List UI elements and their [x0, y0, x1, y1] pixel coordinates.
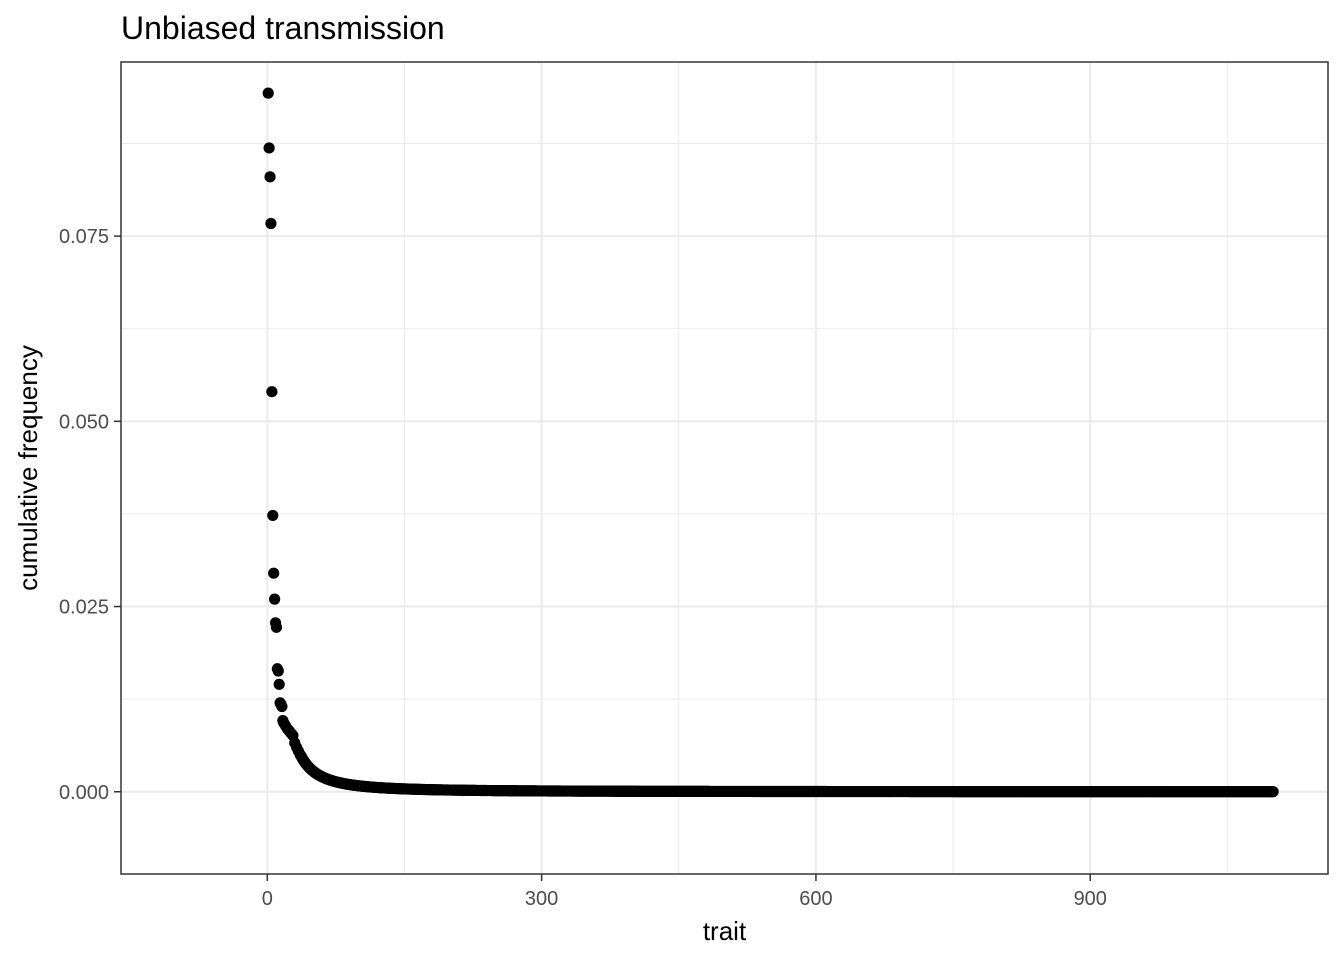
x-tick-label: 0 — [262, 888, 273, 910]
data-point — [263, 142, 275, 154]
minor-gridlines — [121, 62, 1328, 874]
x-axis-title: trait — [703, 916, 747, 946]
data-point — [268, 567, 280, 579]
data-point — [269, 593, 281, 605]
x-tick-label: 600 — [799, 888, 832, 910]
y-tick-label: 0.025 — [59, 597, 109, 619]
data-point — [264, 171, 276, 183]
chart-title: Unbiased transmission — [121, 10, 445, 46]
data-point — [276, 700, 288, 713]
data-point — [270, 621, 283, 633]
data-point — [272, 665, 284, 677]
data-point — [262, 87, 274, 99]
y-axis: 0.000 0.025 0.050 0.075 — [59, 226, 121, 804]
y-tick-label: 0.075 — [59, 226, 109, 248]
data-points — [262, 87, 1279, 798]
data-point — [267, 509, 279, 522]
data-point — [265, 217, 277, 230]
data-point — [273, 678, 285, 690]
y-tick-label: 0.050 — [59, 411, 109, 433]
y-axis-title: cumulative frequency — [13, 345, 43, 591]
x-tick-label: 300 — [525, 888, 558, 910]
x-axis: 0 300 600 900 — [262, 874, 1107, 910]
data-point — [266, 386, 278, 398]
x-tick-label: 900 — [1074, 888, 1107, 910]
data-point — [1267, 786, 1279, 798]
y-tick-label: 0.000 — [59, 782, 109, 804]
panel-border — [120, 61, 1329, 875]
